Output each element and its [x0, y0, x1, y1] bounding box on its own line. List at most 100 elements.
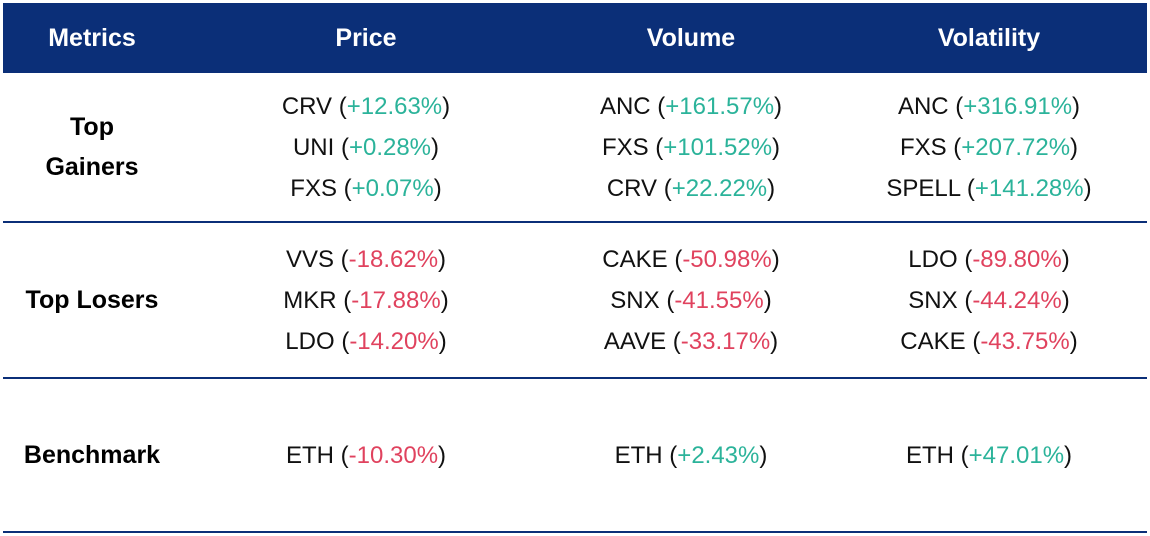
- change-value: +2.43%: [677, 441, 760, 469]
- metric-entry: CAKE (-50.98%): [602, 239, 779, 280]
- ticker: FXS (: [290, 174, 352, 202]
- metric-entry: ETH (+2.43%): [615, 435, 768, 476]
- ticker: ETH (: [614, 441, 678, 469]
- metric-entry: LDO (-89.80%): [908, 239, 1069, 280]
- row-label-line: Top: [70, 113, 114, 141]
- change-value: +0.07%: [351, 174, 434, 202]
- close-paren: ): [1072, 92, 1081, 120]
- volume-cell: ETH (+2.43%): [551, 379, 831, 531]
- change-value: +22.22%: [671, 174, 768, 202]
- close-paren: ): [431, 133, 440, 161]
- change-value: -17.88%: [351, 286, 441, 314]
- metric-entry: LDO (-14.20%): [285, 321, 446, 362]
- metric-entry: CAKE (-43.75%): [900, 321, 1077, 362]
- close-paren: ): [767, 174, 776, 202]
- close-paren: ): [440, 286, 449, 314]
- change-value: +0.28%: [348, 133, 432, 161]
- change-value: -14.20%: [349, 327, 439, 355]
- row-label: Benchmark: [3, 379, 181, 531]
- row-label: Top Losers: [3, 223, 181, 377]
- metric-entry: MKR (-17.88%): [283, 280, 448, 321]
- ticker: ETH (: [285, 441, 349, 469]
- metric-entry: ETH (+47.01%): [906, 435, 1072, 476]
- row-label: Top Gainers: [3, 73, 181, 221]
- benchmark-row: Benchmark ETH (-10.30%) ETH (+2.43%) ETH (+…: [3, 379, 1147, 533]
- close-paren: ): [772, 133, 781, 161]
- ticker: LDO (: [285, 327, 350, 355]
- change-value: +141.28%: [974, 174, 1084, 202]
- metric-entry: FXS (+0.07%): [290, 168, 441, 209]
- change-value: -50.98%: [682, 245, 772, 273]
- metric-entry: FXS (+101.52%): [602, 127, 780, 168]
- ticker: CAKE (: [602, 245, 683, 273]
- header-price: Price: [335, 23, 397, 52]
- metric-entry: ANC (+161.57%): [600, 86, 782, 127]
- ticker: CRV (: [281, 92, 347, 120]
- change-value: -18.62%: [348, 245, 439, 273]
- close-paren: ): [1069, 327, 1078, 355]
- header-volume: Volume: [646, 23, 736, 52]
- change-value: -44.24%: [972, 286, 1062, 314]
- ticker: CAKE (: [900, 327, 981, 355]
- row-label-line: Benchmark: [23, 441, 161, 469]
- metric-entry: SNX (-44.24%): [908, 280, 1069, 321]
- ticker: MKR (: [283, 286, 352, 314]
- ticker: CRV (: [606, 174, 672, 202]
- row-label-line: Gainers: [45, 153, 139, 181]
- change-value: -41.55%: [674, 286, 764, 314]
- metric-entry: SPELL (+141.28%): [886, 168, 1091, 209]
- change-value: -33.17%: [680, 327, 771, 355]
- close-paren: ): [438, 327, 447, 355]
- metric-entry: ANC (+316.91%): [898, 86, 1080, 127]
- ticker: ETH (: [905, 441, 969, 469]
- close-paren: ): [774, 92, 783, 120]
- metric-entry: FXS (+207.72%): [900, 127, 1078, 168]
- change-value: -10.30%: [348, 441, 439, 469]
- close-paren: ): [771, 245, 780, 273]
- volatility-cell: ETH (+47.01%): [831, 379, 1147, 531]
- ticker: FXS (: [899, 133, 962, 161]
- close-paren: ): [759, 441, 768, 469]
- ticker: SNX (: [610, 286, 675, 314]
- ticker: AAVE (: [603, 327, 681, 355]
- table-body: Top Gainers CRV (+12.63%) UNI (+0.28%) FXS (…: [3, 73, 1147, 533]
- change-value: -89.80%: [972, 245, 1062, 273]
- ticker: FXS (: [601, 133, 664, 161]
- volatility-cell: ANC (+316.91%) FXS (+207.72%) SPELL (+141.…: [831, 73, 1147, 221]
- ticker: UNI (: [292, 133, 349, 161]
- close-paren: ): [763, 286, 772, 314]
- top-losers-row: Top Losers VVS (-18.62%) MKR (-17.88%) LDO …: [3, 223, 1147, 379]
- metric-entry: UNI (+0.28%): [293, 127, 439, 168]
- price-cell: VVS (-18.62%) MKR (-17.88%) LDO (-14.20%): [181, 223, 551, 377]
- volume-cell: CAKE (-50.98%) SNX (-41.55%) AAVE (-33.17%…: [551, 223, 831, 377]
- change-value: +161.57%: [665, 92, 775, 120]
- close-paren: ): [438, 245, 447, 273]
- metric-entry: CRV (+22.22%): [607, 168, 775, 209]
- metric-entry: SNX (-41.55%): [610, 280, 771, 321]
- change-value: +12.63%: [346, 92, 443, 120]
- volatility-cell: LDO (-89.80%) SNX (-44.24%) CAKE (-43.75%): [831, 223, 1147, 377]
- close-paren: ): [1061, 245, 1070, 273]
- ticker: ANC (: [897, 92, 964, 120]
- table-header: Metrics Price Volume Volatility: [3, 3, 1147, 73]
- close-paren: ): [770, 327, 779, 355]
- row-label-line: Top Losers: [25, 286, 159, 314]
- close-paren: ): [1083, 174, 1092, 202]
- change-value: +316.91%: [963, 92, 1073, 120]
- metrics-table: Metrics Price Volume Volatility Top Gaine…: [3, 3, 1147, 533]
- close-paren: ): [1061, 286, 1070, 314]
- ticker: SNX (: [908, 286, 973, 314]
- price-cell: ETH (-10.30%): [181, 379, 551, 531]
- change-value: -43.75%: [980, 327, 1070, 355]
- metric-entry: VVS (-18.62%): [286, 239, 446, 280]
- price-cell: CRV (+12.63%) UNI (+0.28%) FXS (+0.07%): [181, 73, 551, 221]
- change-value: +207.72%: [961, 133, 1071, 161]
- header-volatility: Volatility: [937, 23, 1041, 52]
- change-value: +101.52%: [663, 133, 773, 161]
- volume-cell: ANC (+161.57%) FXS (+101.52%) CRV (+22.22%…: [551, 73, 831, 221]
- close-paren: ): [442, 92, 451, 120]
- close-paren: ): [438, 441, 447, 469]
- metric-entry: CRV (+12.63%): [282, 86, 450, 127]
- close-paren: ): [1064, 441, 1073, 469]
- metric-entry: AAVE (-33.17%): [604, 321, 778, 362]
